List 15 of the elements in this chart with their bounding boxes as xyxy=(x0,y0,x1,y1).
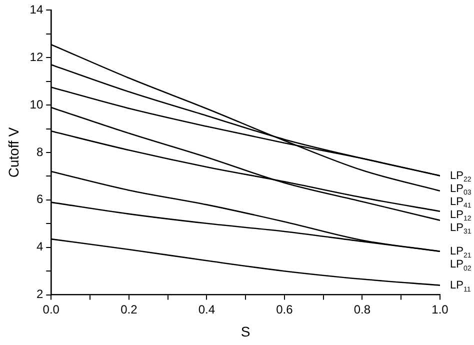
y-tick-label: 10 xyxy=(30,97,44,112)
y-tick-label: 8 xyxy=(36,144,44,159)
y-tick-label: 14 xyxy=(30,2,44,17)
x-tick-label: 0.0 xyxy=(42,302,60,316)
x-tick-label: 0.4 xyxy=(198,302,216,316)
x-tick-label: 1.0 xyxy=(432,302,449,316)
y-tick-label: 6 xyxy=(36,192,44,206)
x-tick-label: 0.8 xyxy=(354,302,371,316)
y-tick-label: 4 xyxy=(36,240,44,254)
y-axis-title: Cutoff V xyxy=(5,126,22,178)
y-tick-label: 2 xyxy=(36,287,44,302)
x-tick-label: 0.2 xyxy=(120,302,138,316)
x-axis-title: S xyxy=(240,323,250,340)
x-tick-label: 0.6 xyxy=(276,302,294,316)
y-tick-label: 12 xyxy=(30,50,44,64)
